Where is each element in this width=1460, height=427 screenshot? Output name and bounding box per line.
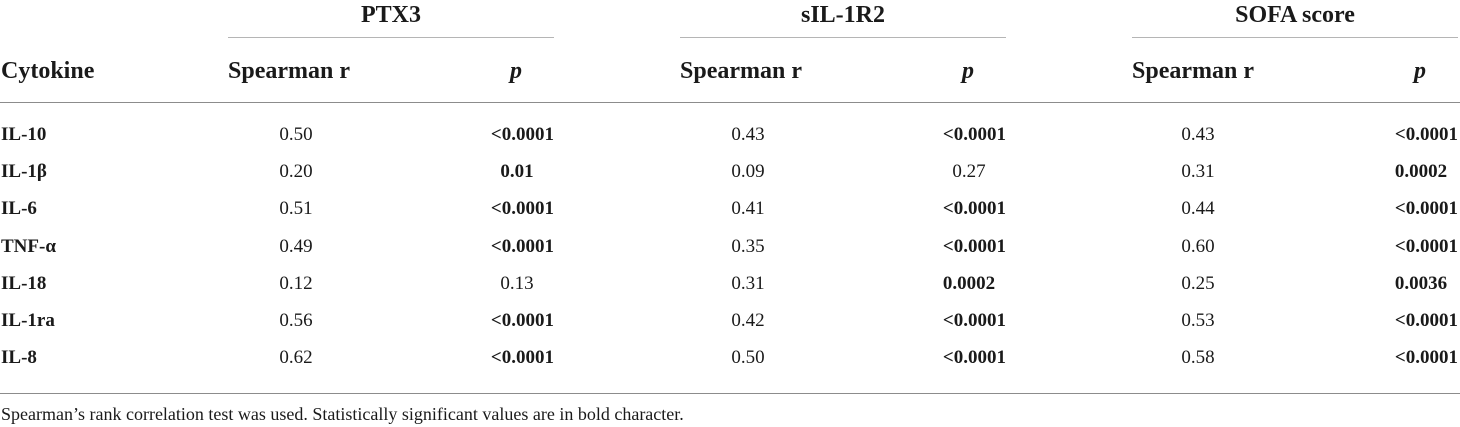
- cell-p-value: <0.0001: [490, 236, 554, 257]
- column-header-sil1r2-p: p: [962, 58, 974, 84]
- row-label-cytokine: IL-10: [1, 124, 47, 145]
- cell-p-value: <0.0001: [942, 310, 1006, 331]
- cell-spearman-r: 0.50: [279, 124, 313, 145]
- cell-spearman-r: 0.51: [279, 198, 313, 219]
- row-label-cytokine: IL-18: [1, 273, 47, 294]
- cell-spearman-r: 0.60: [1181, 236, 1215, 257]
- cell-p-value: <0.0001: [1394, 198, 1458, 219]
- cell-spearman-r: 0.43: [1181, 124, 1215, 145]
- cell-spearman-r: 0.42: [731, 310, 765, 331]
- cell-spearman-r: 0.25: [1181, 273, 1215, 294]
- row-label-cytokine: IL-6: [1, 198, 37, 219]
- cell-p-value: 0.01: [500, 161, 534, 182]
- cell-spearman-r: 0.49: [279, 236, 313, 257]
- cell-p-value: <0.0001: [1394, 310, 1458, 331]
- cell-spearman-r: 0.58: [1181, 347, 1215, 368]
- group-header-sil1r2: sIL-1R2: [800, 2, 885, 28]
- column-header-ptx3-r: Spearman r: [228, 58, 350, 84]
- cell-spearman-r: 0.62: [279, 347, 313, 368]
- row-label-cytokine: TNF-α: [1, 236, 56, 257]
- cell-p-value: <0.0001: [942, 347, 1006, 368]
- cell-p-value: <0.0001: [490, 124, 554, 145]
- cell-spearman-r: 0.35: [731, 236, 765, 257]
- cell-p-value: 0.0002: [942, 273, 996, 294]
- cell-p-value: <0.0001: [1394, 124, 1458, 145]
- group-rule-sofa: [1132, 37, 1458, 38]
- cell-p-value: <0.0001: [1394, 347, 1458, 368]
- group-header-sofa: SOFA score: [1235, 2, 1355, 28]
- cell-p-value: 0.27: [952, 161, 986, 182]
- row-label-cytokine: IL-1ra: [1, 310, 55, 331]
- group-header-ptx3: PTX3: [361, 2, 421, 28]
- cell-spearman-r: 0.09: [731, 161, 765, 182]
- cell-p-value: <0.0001: [942, 236, 1006, 257]
- table-footnote: Spearman’s rank correlation test was use…: [1, 404, 684, 424]
- cell-p-value: <0.0001: [490, 347, 554, 368]
- cell-spearman-r: 0.53: [1181, 310, 1215, 331]
- cell-p-value: <0.0001: [490, 310, 554, 331]
- cell-spearman-r: 0.56: [279, 310, 313, 331]
- cell-p-value: <0.0001: [490, 198, 554, 219]
- cell-spearman-r: 0.44: [1181, 198, 1215, 219]
- row-label-cytokine: IL-8: [1, 347, 37, 368]
- row-label-cytokine: IL-1β: [1, 161, 47, 182]
- table-bottom-rule: [0, 393, 1460, 394]
- cell-spearman-r: 0.31: [731, 273, 765, 294]
- cell-spearman-r: 0.31: [1181, 161, 1215, 182]
- cell-p-value: <0.0001: [942, 124, 1006, 145]
- column-header-sil1r2-r: Spearman r: [680, 58, 802, 84]
- cell-p-value: 0.13: [500, 273, 534, 294]
- group-rule-sil1r2: [680, 37, 1006, 38]
- column-header-cytokine: Cytokine: [1, 58, 95, 84]
- column-header-ptx3-p: p: [510, 58, 522, 84]
- cell-spearman-r: 0.20: [279, 161, 313, 182]
- group-rule-ptx3: [228, 37, 554, 38]
- cell-spearman-r: 0.43: [731, 124, 765, 145]
- cell-spearman-r: 0.12: [279, 273, 313, 294]
- cell-spearman-r: 0.50: [731, 347, 765, 368]
- cell-p-value: <0.0001: [942, 198, 1006, 219]
- cell-p-value: 0.0036: [1394, 273, 1448, 294]
- cell-spearman-r: 0.41: [731, 198, 765, 219]
- column-header-sofa-p: p: [1414, 58, 1426, 84]
- cell-p-value: 0.0002: [1394, 161, 1448, 182]
- cell-p-value: <0.0001: [1394, 236, 1458, 257]
- header-bottom-rule: [0, 102, 1460, 103]
- column-header-sofa-r: Spearman r: [1132, 58, 1254, 84]
